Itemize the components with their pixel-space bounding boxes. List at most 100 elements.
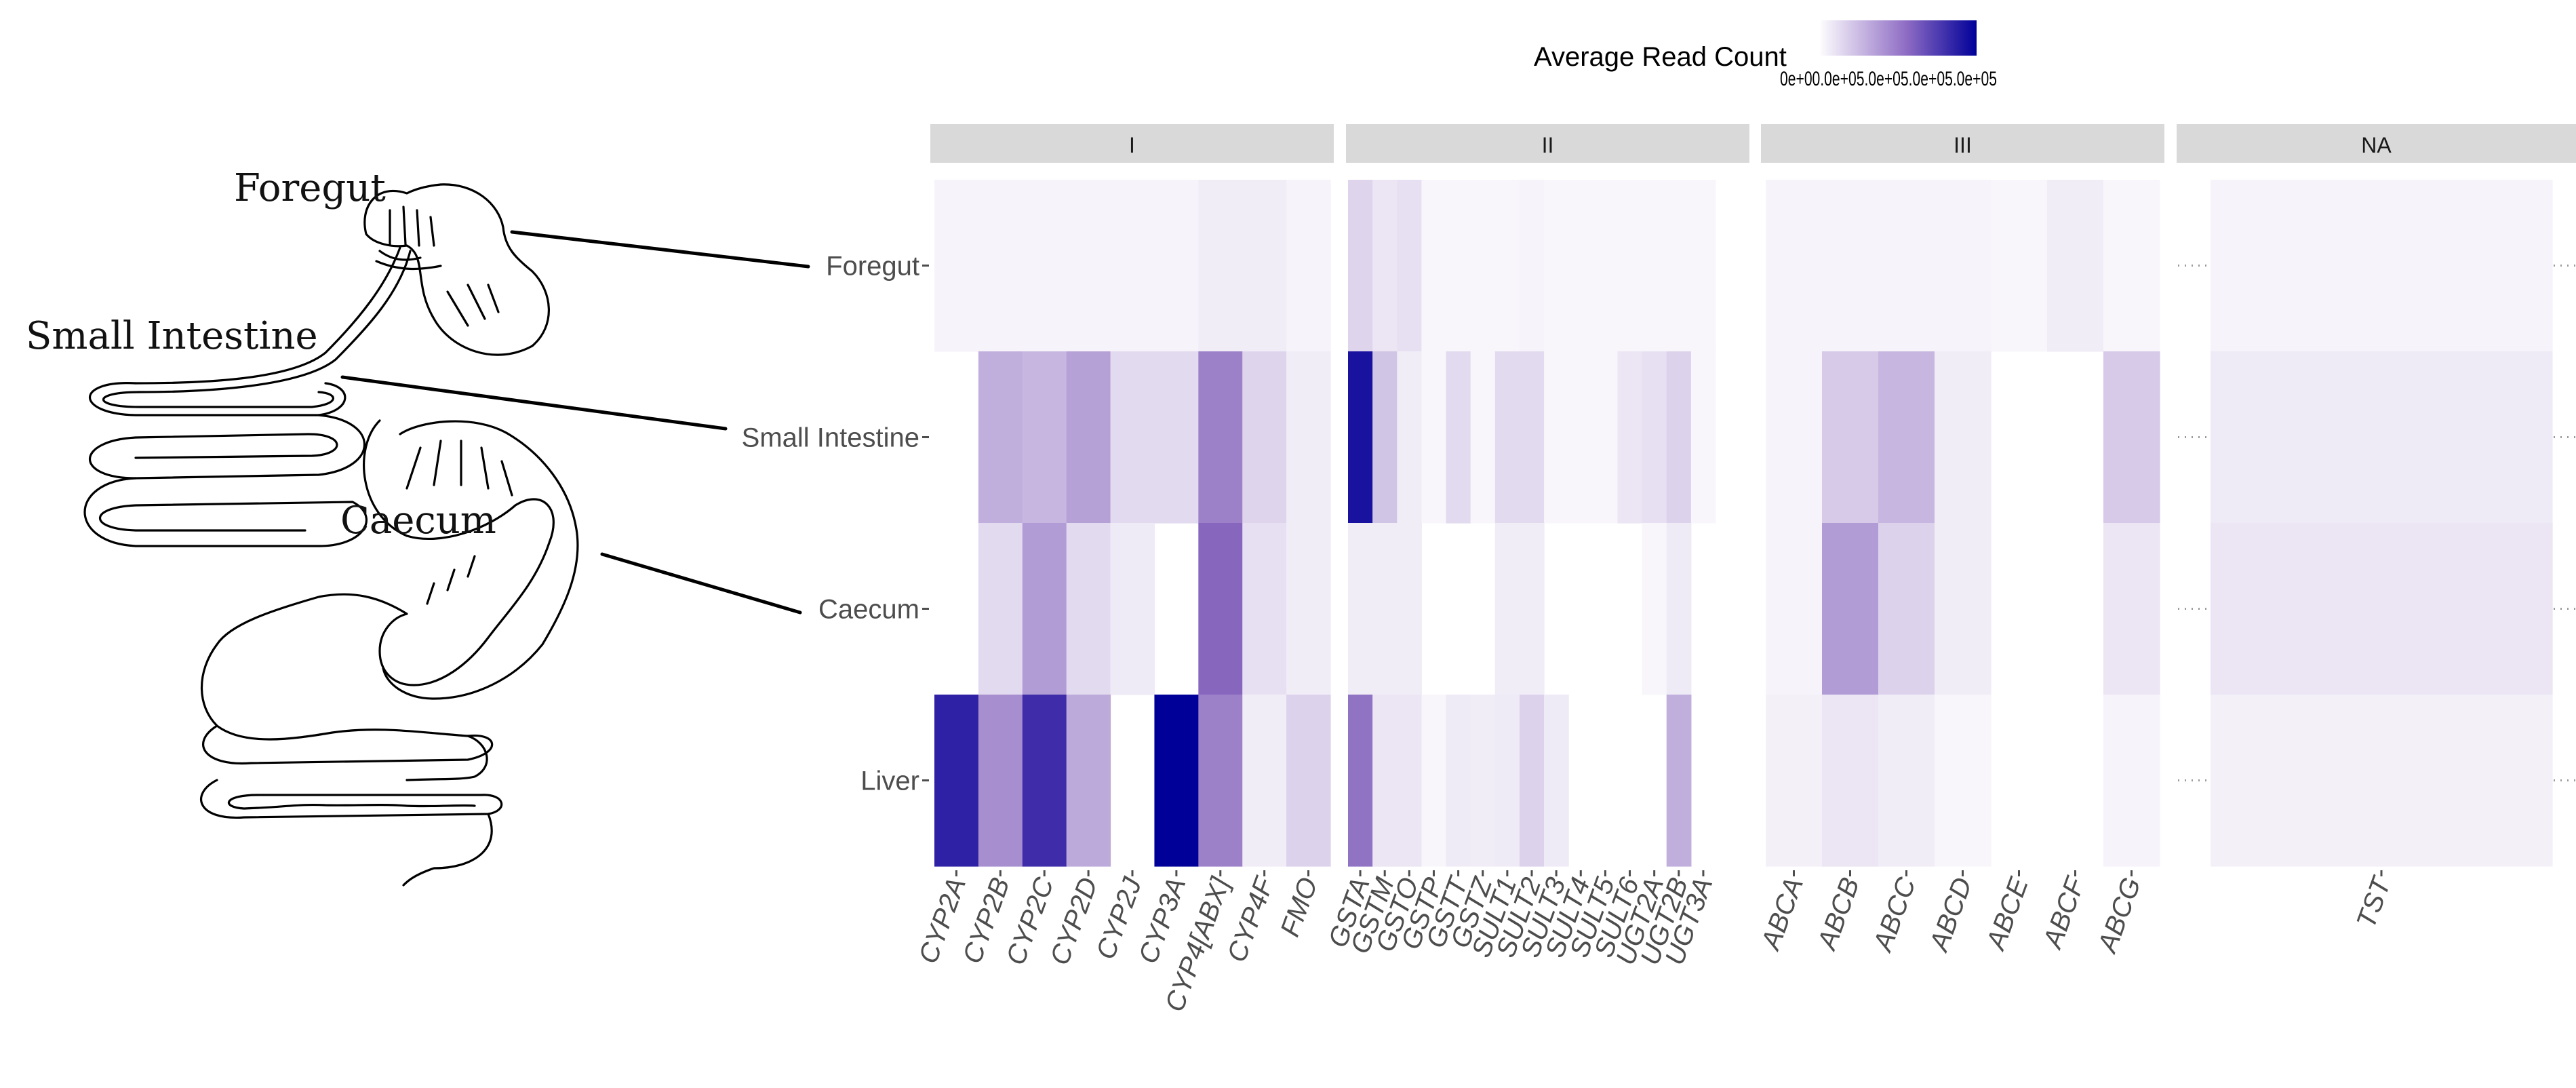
cell-abcc-liver bbox=[1878, 695, 1935, 867]
x-label-abcb: ABCB bbox=[1812, 874, 1865, 954]
legend-tick-labels: 0e+00.0e+05.0e+05.0e+05.0e+05 bbox=[1780, 68, 1997, 90]
cell-sult3-liver bbox=[1544, 695, 1569, 867]
cell-abcc-small-intestine bbox=[1878, 351, 1935, 524]
cell-cyp2d-caecum bbox=[1066, 523, 1111, 695]
cell-sult2-caecum bbox=[1519, 523, 1545, 695]
cell-sult4-small-intestine bbox=[1568, 351, 1593, 524]
cell-ugt2b-foregut bbox=[1666, 180, 1692, 352]
cell-cyp4f-foregut bbox=[1242, 180, 1287, 352]
cell-cyp2d-small-intestine bbox=[1066, 351, 1111, 524]
cell-abcd-small-intestine bbox=[1935, 351, 1992, 524]
cell-gsta-liver bbox=[1348, 695, 1373, 867]
cell-fmo-liver bbox=[1286, 695, 1331, 867]
cell-abcc-caecum bbox=[1878, 523, 1935, 695]
cell-abcd-liver bbox=[1935, 695, 1992, 867]
cell-abce-foregut bbox=[1991, 180, 2048, 352]
cell-abcd-caecum bbox=[1935, 523, 1992, 695]
cell-gstp-small-intestine bbox=[1421, 351, 1447, 524]
cell-cyp3a-liver bbox=[1154, 695, 1199, 867]
cell-cyp2b-foregut bbox=[978, 180, 1023, 352]
row-label-small-intestine: Small Intestine bbox=[742, 423, 919, 453]
cell-abca-small-intestine bbox=[1766, 351, 1823, 524]
cell-sult2-foregut bbox=[1519, 180, 1545, 352]
cell-sult2-liver bbox=[1519, 695, 1545, 867]
cell-cyp4-abx-foregut bbox=[1198, 180, 1243, 352]
cell-cyp2d-foregut bbox=[1066, 180, 1111, 352]
cell-abcg-caecum bbox=[2103, 523, 2160, 695]
color-legend: Average Read Count 0e+00.0e+05.0e+05.0e+… bbox=[1534, 20, 1997, 90]
cell-cyp2j-small-intestine bbox=[1110, 351, 1155, 524]
illustration-label-small-intestine: Small Intestine bbox=[26, 314, 318, 358]
facet-label-na: NA bbox=[2361, 133, 2392, 157]
cell-cyp4f-caecum bbox=[1242, 523, 1287, 695]
facet-strip-na bbox=[2177, 124, 2576, 163]
cell-cyp2c-small-intestine bbox=[1022, 351, 1067, 524]
cell-abcb-small-intestine bbox=[1822, 351, 1879, 524]
cell-gsto-caecum bbox=[1397, 523, 1422, 695]
x-label-abcf: ABCF bbox=[2037, 872, 2090, 954]
cell-gsto-foregut bbox=[1397, 180, 1422, 352]
cell-ugt3a-foregut bbox=[1690, 180, 1716, 352]
illustration-label-foregut: Foregut bbox=[234, 166, 386, 210]
x-label-abcc: ABCC bbox=[1867, 873, 1922, 956]
cell-abcg-foregut bbox=[2103, 180, 2160, 352]
lower-coil bbox=[202, 724, 494, 765]
facet-strip-ii bbox=[1346, 124, 1749, 163]
cell-cyp4-abx-small-intestine bbox=[1198, 351, 1243, 524]
leader-small-intestine bbox=[340, 375, 728, 431]
cell-ugt2a-caecum bbox=[1642, 523, 1667, 695]
caecum-outline bbox=[200, 419, 555, 741]
cell-sult5-small-intestine bbox=[1593, 351, 1619, 524]
small-intestine-coil-2 bbox=[88, 414, 366, 480]
cell-abcd-foregut bbox=[1935, 180, 1992, 352]
cell-sult1-caecum bbox=[1494, 523, 1520, 695]
cell-cyp2a-liver bbox=[934, 695, 979, 867]
row-label-caecum: Caecum bbox=[818, 595, 919, 625]
x-label-abcd: ABCD bbox=[1924, 874, 1978, 956]
row-label-liver: Liver bbox=[860, 766, 919, 796]
cell-gstt-liver bbox=[1446, 695, 1471, 867]
facet-label-ii: II bbox=[1542, 133, 1554, 157]
cell-gsto-liver bbox=[1397, 695, 1422, 867]
small-intestine-coil-3 bbox=[83, 477, 368, 547]
facet-label-iii: III bbox=[1954, 133, 1972, 157]
cell-ugt2b-small-intestine bbox=[1666, 351, 1692, 524]
cell-gstz-foregut bbox=[1470, 180, 1496, 352]
cell-gstt-foregut bbox=[1446, 180, 1471, 352]
cell-cyp2c-liver bbox=[1022, 695, 1067, 867]
x-label-abca: ABCA bbox=[1756, 874, 1809, 954]
cell-abcf-foregut bbox=[2047, 180, 2104, 352]
cell-gstm-small-intestine bbox=[1372, 351, 1398, 524]
cell-abcg-small-intestine bbox=[2103, 351, 2160, 524]
cell-cyp2b-liver bbox=[978, 695, 1023, 867]
cell-sult1-small-intestine bbox=[1494, 351, 1520, 524]
facet-label-i: I bbox=[1129, 133, 1135, 157]
x-label-fmo: FMO bbox=[1275, 874, 1324, 941]
cell-tst-liver bbox=[2211, 695, 2553, 867]
cell-tst-caecum bbox=[2211, 523, 2553, 695]
cell-gsta-foregut bbox=[1348, 180, 1373, 352]
cell-gstt-small-intestine bbox=[1446, 351, 1471, 524]
cell-abcg-liver bbox=[2103, 695, 2160, 867]
cell-gstz-small-intestine bbox=[1470, 351, 1496, 524]
cell-sult5-foregut bbox=[1593, 180, 1619, 352]
illustration-label-caecum: Caecum bbox=[340, 499, 496, 543]
cell-sult4-foregut bbox=[1568, 180, 1593, 352]
cell-sult6-foregut bbox=[1617, 180, 1643, 352]
leader-foregut bbox=[510, 230, 810, 269]
cell-gstz-liver bbox=[1470, 695, 1496, 867]
cell-sult2-small-intestine bbox=[1519, 351, 1545, 524]
facet-strip-iii bbox=[1761, 124, 2164, 163]
cell-sult1-liver bbox=[1494, 695, 1520, 867]
cell-cyp2b-small-intestine bbox=[978, 351, 1023, 524]
cell-cyp2c-foregut bbox=[1022, 180, 1067, 352]
cell-cyp2d-liver bbox=[1066, 695, 1111, 867]
row-label-foregut: Foregut bbox=[826, 252, 919, 281]
cell-tst-small-intestine bbox=[2211, 351, 2553, 524]
cell-abca-foregut bbox=[1766, 180, 1823, 352]
cell-fmo-small-intestine bbox=[1286, 351, 1331, 524]
cell-cyp4f-small-intestine bbox=[1242, 351, 1287, 524]
legend-colorbar bbox=[1821, 20, 1977, 56]
cell-fmo-foregut bbox=[1286, 180, 1331, 352]
